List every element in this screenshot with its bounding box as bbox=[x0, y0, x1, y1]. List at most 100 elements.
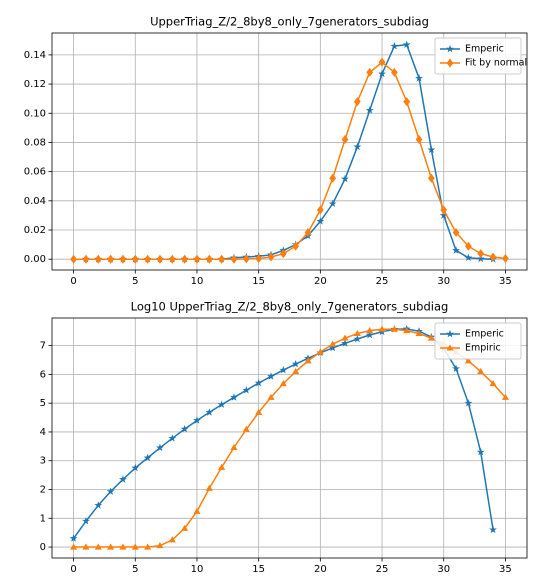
data-point bbox=[489, 380, 497, 387]
y-tick-label: 1 bbox=[40, 513, 46, 524]
axes-frame bbox=[51, 32, 528, 271]
data-point bbox=[218, 254, 226, 264]
data-point bbox=[156, 254, 164, 264]
data-point bbox=[329, 340, 337, 347]
data-point bbox=[94, 501, 103, 509]
data-point bbox=[452, 246, 460, 254]
y-tick-label: 0.08 bbox=[24, 137, 46, 148]
data-point bbox=[156, 443, 164, 452]
data-point bbox=[502, 253, 509, 263]
data-point bbox=[316, 217, 325, 225]
data-point bbox=[328, 343, 337, 352]
data-point bbox=[328, 199, 337, 208]
data-point bbox=[316, 205, 324, 215]
data-point bbox=[205, 254, 213, 264]
data-point bbox=[403, 97, 411, 107]
y-tick-label: 0.00 bbox=[24, 254, 46, 265]
x-tick-label: 5 bbox=[132, 276, 138, 287]
x-tick-label: 0 bbox=[70, 276, 76, 287]
data-point bbox=[452, 227, 460, 237]
legend: Emperic Fit by normal bbox=[434, 37, 527, 75]
data-point bbox=[119, 543, 127, 550]
data-point bbox=[143, 453, 152, 462]
data-point bbox=[106, 487, 115, 495]
data-point bbox=[255, 253, 263, 263]
series-line bbox=[73, 328, 506, 548]
subplot: UpperTriag_Z/2_8by8_only_7generators_sub… bbox=[24, 15, 528, 287]
data-point bbox=[489, 525, 497, 534]
data-point bbox=[402, 40, 411, 48]
data-point bbox=[193, 254, 201, 264]
data-point bbox=[341, 334, 349, 341]
x-tick-label: 35 bbox=[499, 276, 512, 287]
y-tick-label: 0.12 bbox=[24, 79, 46, 90]
data-point bbox=[279, 365, 288, 374]
data-point bbox=[70, 543, 78, 550]
data-point bbox=[279, 380, 287, 387]
data-point bbox=[501, 393, 509, 400]
legend-marker bbox=[446, 344, 454, 351]
legend-marker bbox=[446, 329, 454, 338]
data-point bbox=[365, 330, 374, 339]
legend-marker bbox=[446, 44, 454, 53]
data-point bbox=[378, 57, 386, 67]
data-point bbox=[119, 475, 127, 483]
data-point bbox=[304, 227, 312, 237]
x-tick-label: 25 bbox=[376, 564, 389, 575]
x-tick-label: 15 bbox=[252, 564, 265, 575]
data-point bbox=[403, 327, 411, 334]
data-point bbox=[217, 400, 226, 408]
data-point bbox=[279, 249, 287, 259]
data-point bbox=[465, 241, 472, 251]
y-tick-label: 0.04 bbox=[24, 196, 46, 207]
data-point bbox=[353, 97, 361, 107]
data-point bbox=[464, 399, 473, 407]
legend-frame bbox=[434, 37, 522, 75]
data-point bbox=[477, 367, 485, 375]
y-tick-label: 0.10 bbox=[24, 108, 46, 119]
series-line bbox=[85, 43, 494, 260]
x-tick-label: 25 bbox=[376, 276, 389, 287]
data-point bbox=[428, 173, 435, 183]
data-point bbox=[156, 542, 164, 549]
data-point bbox=[489, 252, 497, 262]
x-tick-label: 30 bbox=[437, 564, 450, 575]
legend-label: Emperic bbox=[465, 44, 504, 55]
x-tick-label: 10 bbox=[191, 564, 204, 575]
data-point bbox=[168, 434, 177, 442]
y-tick-label: 7 bbox=[40, 341, 46, 352]
data-point bbox=[205, 408, 214, 416]
data-point bbox=[193, 507, 201, 514]
data-point bbox=[180, 424, 189, 433]
data-point bbox=[341, 339, 349, 347]
chart-title: UpperTriag_Z/2_8by8_only_7generators_sub… bbox=[150, 15, 429, 29]
data-point bbox=[316, 348, 324, 355]
legend-label: Fit by normal bbox=[465, 58, 527, 69]
data-point bbox=[181, 254, 189, 264]
data-point bbox=[144, 254, 151, 264]
data-point bbox=[131, 543, 139, 550]
y-tick-label: 0.02 bbox=[24, 225, 46, 236]
y-tick-label: 0.14 bbox=[24, 50, 46, 61]
data-point bbox=[230, 393, 238, 401]
data-point bbox=[292, 241, 300, 251]
data-point bbox=[82, 254, 90, 264]
data-point bbox=[353, 142, 362, 151]
data-point bbox=[390, 67, 398, 77]
data-point bbox=[69, 534, 78, 542]
legend-label: Empiric bbox=[465, 343, 501, 354]
data-point bbox=[292, 367, 300, 375]
x-tick-label: 20 bbox=[314, 276, 327, 287]
data-point bbox=[329, 173, 337, 183]
data-point bbox=[82, 543, 90, 550]
legend-label: Emperic bbox=[465, 329, 504, 340]
data-point bbox=[267, 393, 275, 400]
data-point bbox=[230, 254, 238, 264]
data-point bbox=[255, 408, 263, 415]
data-point bbox=[440, 205, 448, 215]
data-point bbox=[181, 524, 189, 531]
data-point bbox=[242, 254, 250, 264]
data-point bbox=[94, 254, 102, 264]
legend: Emperic Empiric bbox=[434, 322, 522, 360]
data-point bbox=[365, 106, 374, 114]
